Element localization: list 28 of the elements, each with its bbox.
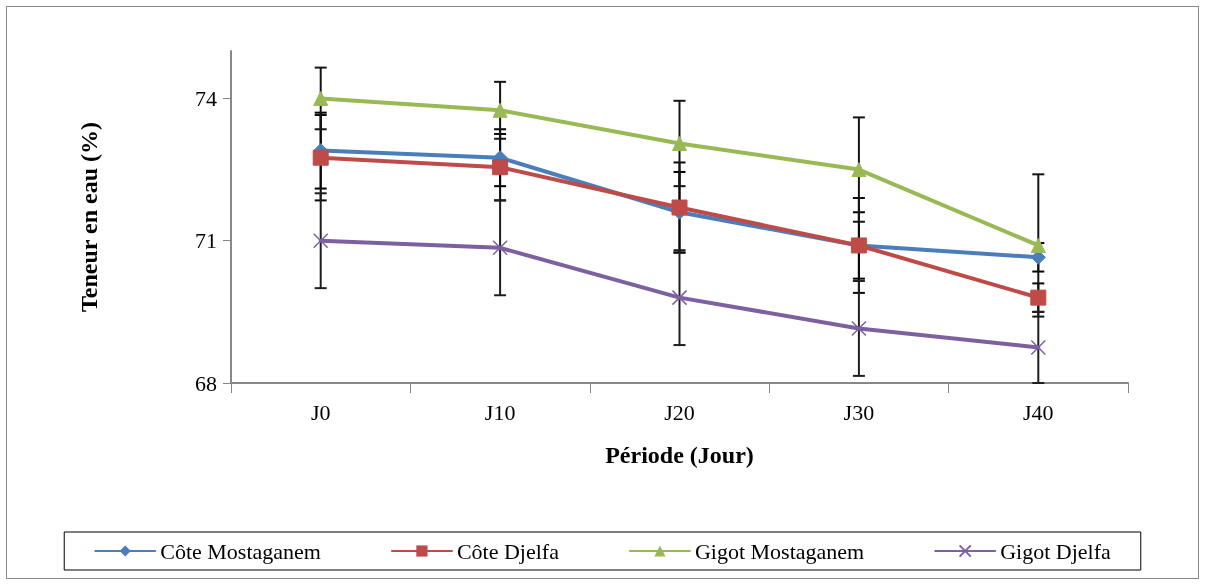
point — [1030, 289, 1047, 306]
x-tick-label: J0 — [310, 399, 331, 425]
point — [492, 240, 508, 256]
y-tick-label: 68 — [195, 370, 217, 396]
legend-label: Côte Mostaganem — [160, 538, 321, 564]
point — [312, 232, 329, 249]
x-tick-label: J20 — [664, 399, 695, 425]
point — [671, 199, 688, 216]
x-axis-title: Période (Jour) — [605, 442, 754, 468]
point — [492, 159, 509, 176]
legend-label: Gigot Mostaganem — [694, 538, 865, 564]
y-tick-label: 74 — [195, 85, 217, 111]
point — [672, 135, 687, 151]
point — [851, 320, 867, 337]
point — [1030, 339, 1047, 356]
point — [312, 149, 329, 166]
legend-label: Gigot Djelfa — [1000, 538, 1112, 564]
point — [492, 102, 508, 118]
x-tick-label: J30 — [843, 399, 875, 425]
y-axis-title: Teneur en eau (%) — [76, 121, 102, 313]
y-tick-label: 71 — [195, 228, 217, 254]
x-tick-label: J10 — [484, 399, 516, 425]
legend-label: Côte Djelfa — [456, 538, 560, 564]
point — [851, 162, 867, 178]
point — [313, 90, 329, 106]
point — [671, 289, 688, 306]
point — [1030, 237, 1046, 253]
x-tick-label: J40 — [1023, 399, 1054, 425]
